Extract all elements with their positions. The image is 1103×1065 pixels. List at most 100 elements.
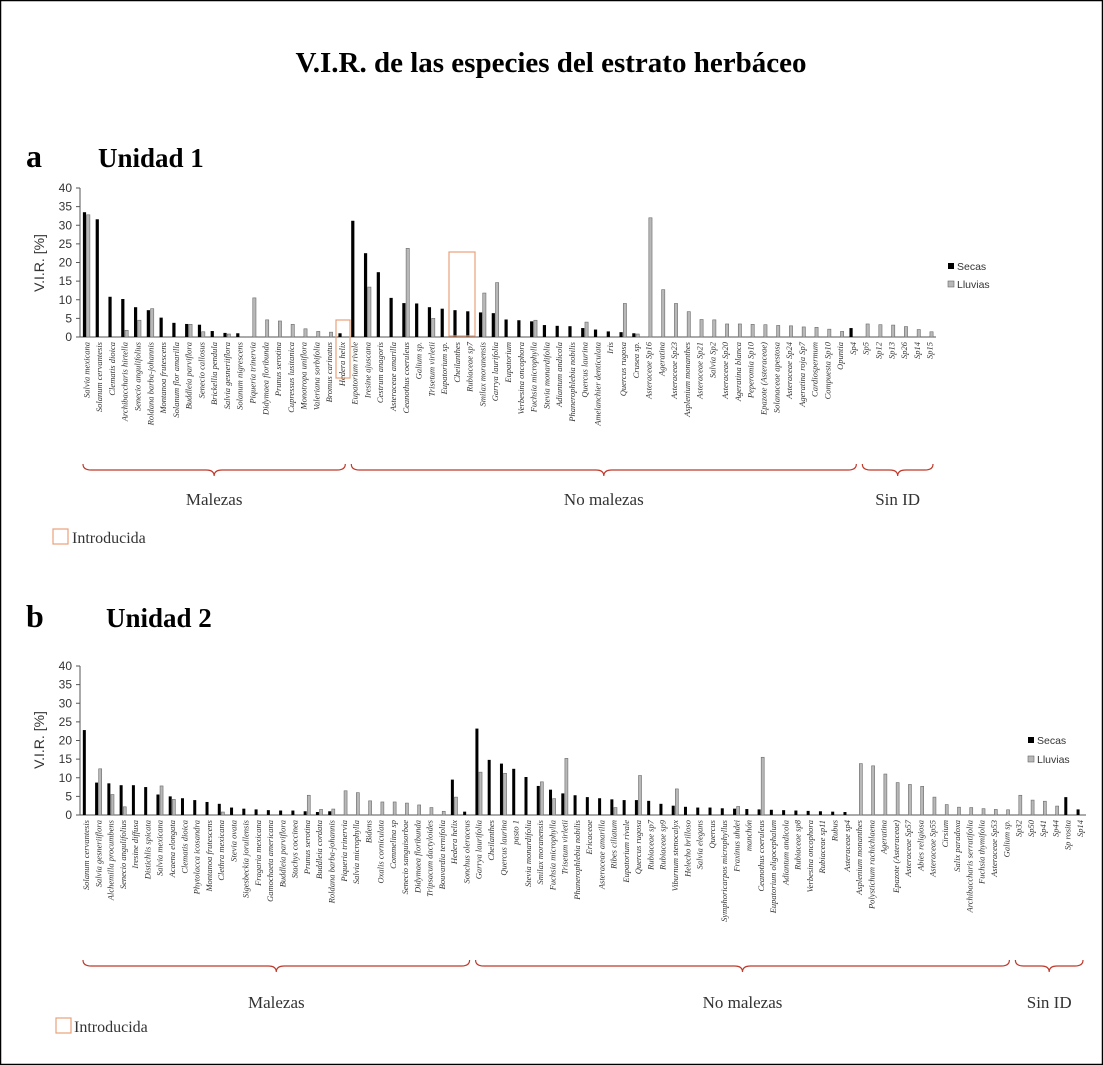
x-tick-label: Eupatorium rivale xyxy=(350,342,360,406)
y-tick-label: 10 xyxy=(59,293,73,307)
x-tick-label: Piqueria trinervia xyxy=(339,820,349,883)
x-tick-label: Eupatorium oligocephalum xyxy=(768,820,778,914)
bar-lluvias xyxy=(265,319,270,338)
x-tick-label: Hedera helix xyxy=(449,820,459,865)
y-tick-label: 10 xyxy=(59,771,73,785)
legend-label-secas: Secas xyxy=(1037,735,1066,747)
bar-secas xyxy=(831,811,835,815)
bar-lluvias xyxy=(957,806,961,816)
bar-secas xyxy=(573,795,577,815)
bar-lluvias xyxy=(763,324,768,338)
x-tick-label: Archibaccharis hirtella xyxy=(120,342,130,422)
panel-a-ylabel: V.I.R. [%] xyxy=(31,234,47,292)
bar-lluvias xyxy=(150,308,155,338)
bar-secas xyxy=(159,317,163,337)
group-label: Malezas xyxy=(186,490,243,509)
x-tick-label: Fuchsia microphylla xyxy=(529,342,539,413)
y-tick-label: 35 xyxy=(59,200,73,214)
y-tick-label: 30 xyxy=(59,696,73,710)
x-tick-label: Garrya laurifolia xyxy=(490,342,500,401)
bar-lluvias xyxy=(993,809,998,816)
x-tick-label: Eupatorium xyxy=(503,342,513,384)
group-label: Sin ID xyxy=(1027,993,1072,1012)
x-tick-label: Solanum cervantesis xyxy=(81,819,91,890)
bar-secas xyxy=(843,812,847,815)
x-tick-label: Sp44 xyxy=(1050,819,1060,837)
x-tick-label: Smilax moranensis xyxy=(477,341,487,406)
x-tick-label: Ageratina blanca xyxy=(733,342,743,402)
group-label: Malezas xyxy=(248,993,305,1012)
bar-secas xyxy=(581,328,585,337)
x-tick-label: Smilax moranensis xyxy=(535,819,545,884)
x-tick-label: Asteraceae Sp53 xyxy=(989,820,999,878)
x-tick-label: Sp14 xyxy=(1075,819,1085,837)
x-tick-label: Cirsium xyxy=(940,820,950,847)
x-tick-label: Piqueria trinervia xyxy=(247,342,257,405)
bar-lluvias xyxy=(441,810,446,816)
bar-lluvias xyxy=(172,799,176,816)
x-tick-label: manchón xyxy=(744,820,754,851)
bar-secas xyxy=(119,785,123,815)
y-tick-label: 20 xyxy=(59,734,73,748)
x-tick-label: Galium sp. xyxy=(1001,820,1011,857)
bar-lluvias xyxy=(540,781,544,816)
group-bracket xyxy=(82,959,471,973)
bar-secas xyxy=(376,272,380,337)
bar-secas xyxy=(598,798,602,815)
bar-secas xyxy=(450,779,454,815)
bar-lluvias xyxy=(969,807,974,816)
x-tick-label: Quercus rugosa xyxy=(618,342,628,396)
x-tick-label: Solanaceae apestosa xyxy=(771,342,781,413)
x-tick-label: Abies religiosa xyxy=(915,820,925,872)
bar-secas xyxy=(242,808,246,815)
x-tick-label: Clematis dioica xyxy=(107,342,117,396)
x-tick-label: Crusea sp. xyxy=(631,342,641,378)
bar-lluvias xyxy=(564,758,569,816)
bar-secas xyxy=(504,319,508,337)
x-tick-label: Sp13 xyxy=(886,342,896,359)
bar-lluvias xyxy=(648,217,653,338)
x-tick-label: Polystichum rachichlaena xyxy=(866,820,876,910)
bar-secas xyxy=(622,800,626,815)
x-tick-label: Fuchsia microphylla xyxy=(547,820,557,891)
bar-lluvias xyxy=(1006,809,1010,816)
x-tick-label: Asteraceae Sp21 xyxy=(695,342,705,400)
bar-lluvias xyxy=(760,756,765,816)
x-tick-label: Iresine diffusa xyxy=(130,820,140,870)
x-tick-label: Salvia mexicana xyxy=(155,820,165,876)
x-tick-label: Asplenium monanthes xyxy=(682,341,692,418)
bar-secas xyxy=(440,308,444,337)
x-tick-label: Ceanothus coeruleus xyxy=(756,819,766,891)
group-label: Sin ID xyxy=(875,490,920,509)
bar-secas xyxy=(568,326,572,337)
y-tick-label: 40 xyxy=(59,659,73,673)
bar-secas xyxy=(146,310,150,337)
x-tick-label: Solanum cervantesis xyxy=(94,341,104,412)
bar-lluvias xyxy=(891,324,896,338)
y-tick-label: 30 xyxy=(59,218,73,232)
x-tick-label: Viburnum stenocalyx xyxy=(670,820,680,892)
bar-lluvias xyxy=(368,800,372,816)
bar-secas xyxy=(180,798,184,815)
bar-lluvias xyxy=(454,796,458,816)
bar-secas xyxy=(328,811,332,815)
x-tick-label: Fragaria mexicana xyxy=(253,820,263,887)
x-tick-label: Sp26 xyxy=(899,341,909,359)
bar-lluvias xyxy=(871,765,875,816)
bar-lluvias xyxy=(725,323,729,338)
x-tick-label: Compuesta Sp10 xyxy=(822,341,832,399)
bar-lluvias xyxy=(482,292,487,338)
x-tick-label: Cestrum anagoris xyxy=(375,341,385,403)
bar-secas xyxy=(1076,809,1080,815)
x-tick-label: Sigesbeckia jorullensis xyxy=(241,819,251,898)
x-tick-label: Senecio sanguisorbae xyxy=(400,820,410,895)
x-tick-label: Sp41 xyxy=(1038,820,1048,837)
group-bracket xyxy=(861,463,934,477)
x-tick-label: Adiantum andicola xyxy=(780,820,790,886)
x-tick-label: Galium sp. xyxy=(414,342,424,379)
bar-lluvias xyxy=(552,798,556,816)
bar-secas xyxy=(108,296,112,337)
y-tick-label: 25 xyxy=(59,715,73,729)
bar-lluvias xyxy=(883,773,888,816)
